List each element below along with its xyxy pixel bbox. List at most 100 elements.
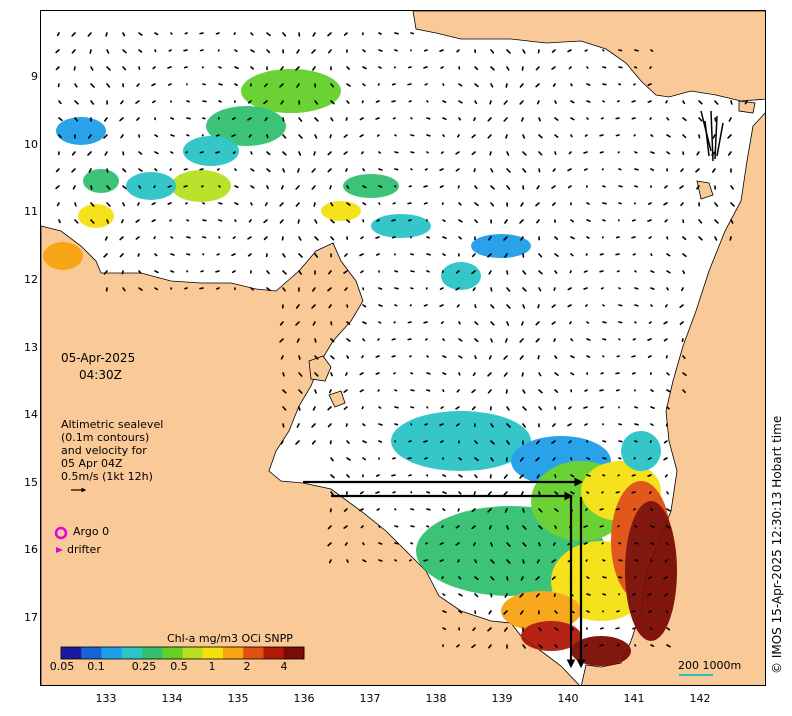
velocity-arrow [618, 304, 623, 307]
velocity-arrow [568, 151, 572, 155]
velocity-arrow [266, 270, 270, 275]
velocity-arrow [311, 304, 316, 309]
colorbar-swatch [61, 647, 82, 659]
velocity-arrow [154, 151, 159, 155]
velocity-arrow [407, 457, 412, 460]
velocity-arrow [506, 321, 510, 326]
velocity-arrow [279, 83, 284, 88]
legend-line-1: Altimetric sealevel [61, 418, 164, 431]
velocity-arrow [569, 321, 572, 325]
velocity-arrow [664, 593, 668, 597]
velocity-arrow [471, 525, 476, 530]
velocity-arrow [346, 202, 351, 206]
velocity-arrow [554, 508, 559, 512]
velocity-arrow [71, 32, 76, 37]
velocity-arrow [216, 168, 220, 171]
velocity-arrow [426, 134, 431, 137]
velocity-arrow [426, 355, 430, 358]
velocity-arrow [327, 287, 332, 292]
velocity-arrow [71, 151, 76, 156]
legend-line-4: 05 Apr 04Z [61, 457, 123, 470]
velocity-arrow [106, 168, 109, 173]
velocity-arrow [631, 372, 636, 375]
velocity-arrow [666, 151, 671, 155]
velocity-arrow [551, 49, 556, 53]
velocity-arrow [218, 219, 223, 222]
velocity-arrow [474, 355, 477, 360]
velocity-arrow [586, 66, 589, 69]
velocity-arrow [343, 508, 348, 512]
velocity-arrow [377, 389, 380, 392]
velocity-arrow [634, 423, 639, 426]
x-tick: 141 [623, 692, 645, 705]
velocity-arrow [103, 134, 108, 139]
velocity-arrow [282, 117, 285, 122]
velocity-arrow [586, 219, 591, 222]
velocity-arrow [552, 423, 556, 427]
velocity-arrow [663, 202, 668, 206]
velocity-arrow [442, 83, 445, 87]
velocity-arrow [424, 423, 428, 426]
velocity-arrow [615, 508, 620, 511]
colorbar-border [60, 646, 305, 660]
velocity-arrow [650, 508, 654, 511]
velocity-arrow [343, 151, 348, 155]
velocity-arrow [330, 202, 334, 207]
velocity-arrow [698, 117, 703, 122]
velocity-arrow [586, 474, 591, 477]
velocity-arrow [345, 117, 348, 121]
velocity-arrow [391, 355, 396, 358]
velocity-arrow [410, 168, 413, 171]
velocity-arrow [218, 66, 222, 69]
velocity-arrow [538, 168, 541, 173]
y-tick: 12 [24, 273, 38, 286]
velocity-arrow [426, 389, 431, 392]
velocity-arrow [330, 338, 335, 343]
velocity-arrow [647, 100, 652, 103]
velocity-arrow [682, 270, 686, 275]
velocity-arrow [442, 219, 446, 223]
velocity-arrow [375, 236, 380, 239]
colorbar-swatch [101, 647, 123, 659]
velocity-arrow [186, 253, 191, 256]
velocity-arrow [682, 134, 687, 139]
velocity-arrow [648, 610, 652, 613]
velocity-arrow [633, 134, 636, 137]
velocity-arrow [151, 202, 156, 206]
x-tick: 142 [689, 692, 711, 705]
map-panel[interactable]: 05-Apr-2025 04:30Z Altimetric sealevel (… [40, 10, 766, 686]
velocity-arrow [314, 219, 318, 224]
velocity-arrow [536, 100, 540, 105]
velocity-arrow [666, 491, 669, 495]
velocity-arrow [567, 304, 572, 308]
velocity-arrow [362, 338, 366, 342]
velocity-arrow [440, 321, 444, 325]
velocity-arrow [585, 304, 588, 307]
velocity-arrow [282, 423, 285, 428]
velocity-arrow [519, 474, 524, 479]
velocity-arrow [552, 457, 556, 461]
velocity-arrow [519, 457, 524, 462]
velocity-arrow [538, 627, 542, 632]
velocity-arrow [202, 117, 206, 120]
velocity-arrow [74, 117, 78, 122]
velocity-arrow [314, 134, 318, 139]
velocity-arrow [298, 389, 303, 394]
velocity-arrow [490, 321, 495, 326]
velocity-arrow [121, 270, 124, 275]
velocity-arrow [551, 440, 556, 444]
velocity-arrow [282, 406, 287, 411]
velocity-arrow [151, 219, 156, 223]
velocity-arrow [473, 168, 476, 173]
velocity-arrow [138, 49, 143, 53]
velocity-arrow [504, 338, 508, 343]
velocity-arrow [362, 185, 367, 189]
colorbar-tick: 0.1 [87, 660, 105, 673]
velocity-arrow [584, 134, 588, 137]
velocity-arrow [552, 542, 556, 546]
velocity-arrow [106, 66, 111, 71]
velocity-arrow [586, 236, 590, 239]
velocity-arrow [104, 117, 108, 122]
velocity-arrow [183, 185, 188, 188]
velocity-arrow [328, 389, 332, 394]
